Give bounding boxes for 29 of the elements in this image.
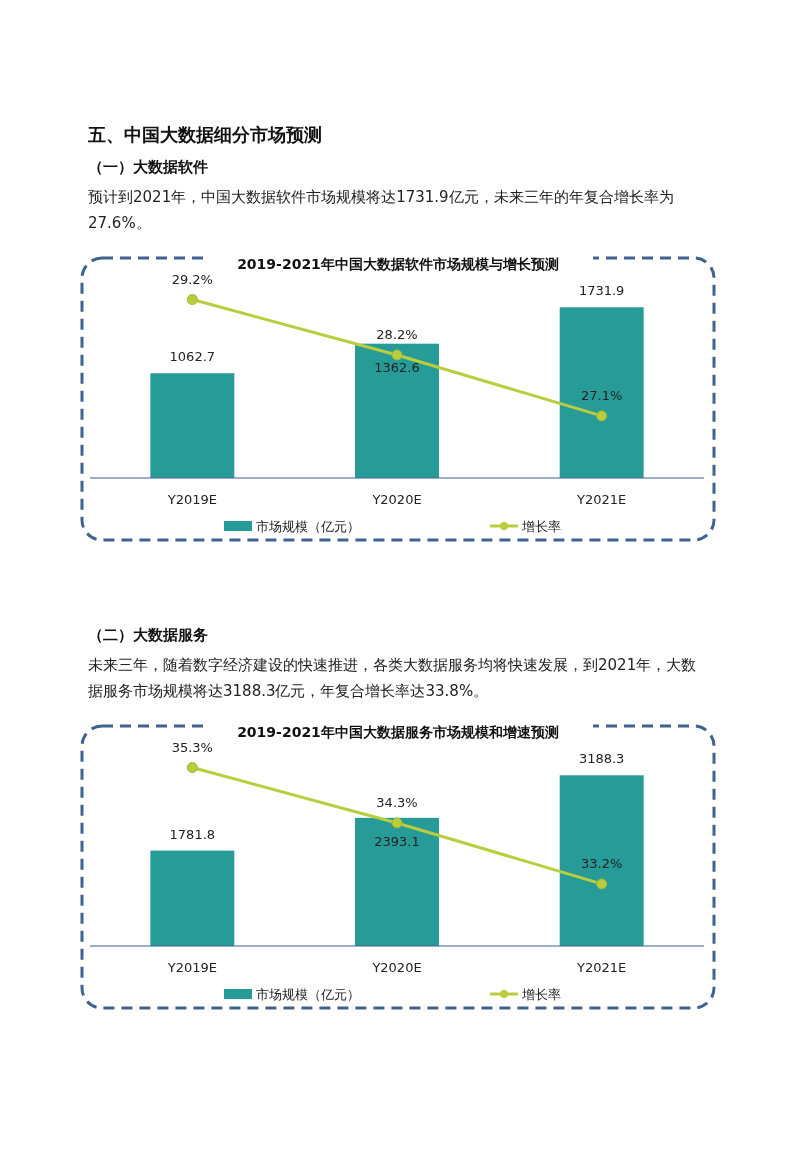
data-label: 1362.6 — [374, 359, 420, 375]
data-label: 35.3% — [171, 739, 213, 755]
chart-title: 2019-2021年中国大数据服务市场规模和增速预测 — [237, 724, 559, 740]
text: （二）大数据服务 — [88, 625, 209, 646]
data-label: 33.2% — [581, 855, 623, 871]
x-tick-label: Y2019E — [166, 492, 217, 507]
legend-label: 增长率 — [521, 519, 561, 534]
data-label: 3188.3 — [578, 751, 625, 767]
data-label: 29.2% — [171, 271, 213, 287]
data-label: 1062.7 — [169, 349, 216, 365]
data-label: 34.3% — [376, 794, 418, 810]
data-label: 28.2% — [376, 326, 418, 342]
text: 五、中国大数据细分市场预测 — [88, 123, 323, 147]
x-tick-label: Y2021E — [576, 492, 627, 507]
x-tick-label: Y2019E — [166, 960, 217, 975]
chart-title: 2019-2021年中国大数据软件市场规模与增长预测 — [237, 256, 559, 272]
data-label: 27.1% — [581, 387, 623, 403]
legend-label: 市场规模（亿元） — [256, 519, 360, 534]
text: （一）大数据软件 — [88, 157, 209, 178]
data-label: 1731.9 — [578, 283, 625, 299]
x-tick-label: Y2020E — [371, 492, 422, 507]
legend-label: 增长率 — [521, 987, 561, 1002]
data-label: 2393.1 — [374, 833, 420, 849]
text: 预计到2021年，中国大数据软件市场规模将达1731.9亿元，未来三年的年复合增长率为27.6%。 — [88, 187, 675, 234]
data-label: 1781.8 — [169, 826, 216, 842]
text: 未来三年，随着数字经济建设的快速推进，各类大数据服务均将快速发展，到2021年，大数据服务市场规模将达3188.3亿元，年复合增长率达33.8%。 — [88, 655, 698, 702]
x-tick-label: Y2020E — [371, 960, 422, 975]
legend-label: 市场规模（亿元） — [256, 987, 360, 1002]
x-tick-label: Y2021E — [576, 960, 627, 975]
